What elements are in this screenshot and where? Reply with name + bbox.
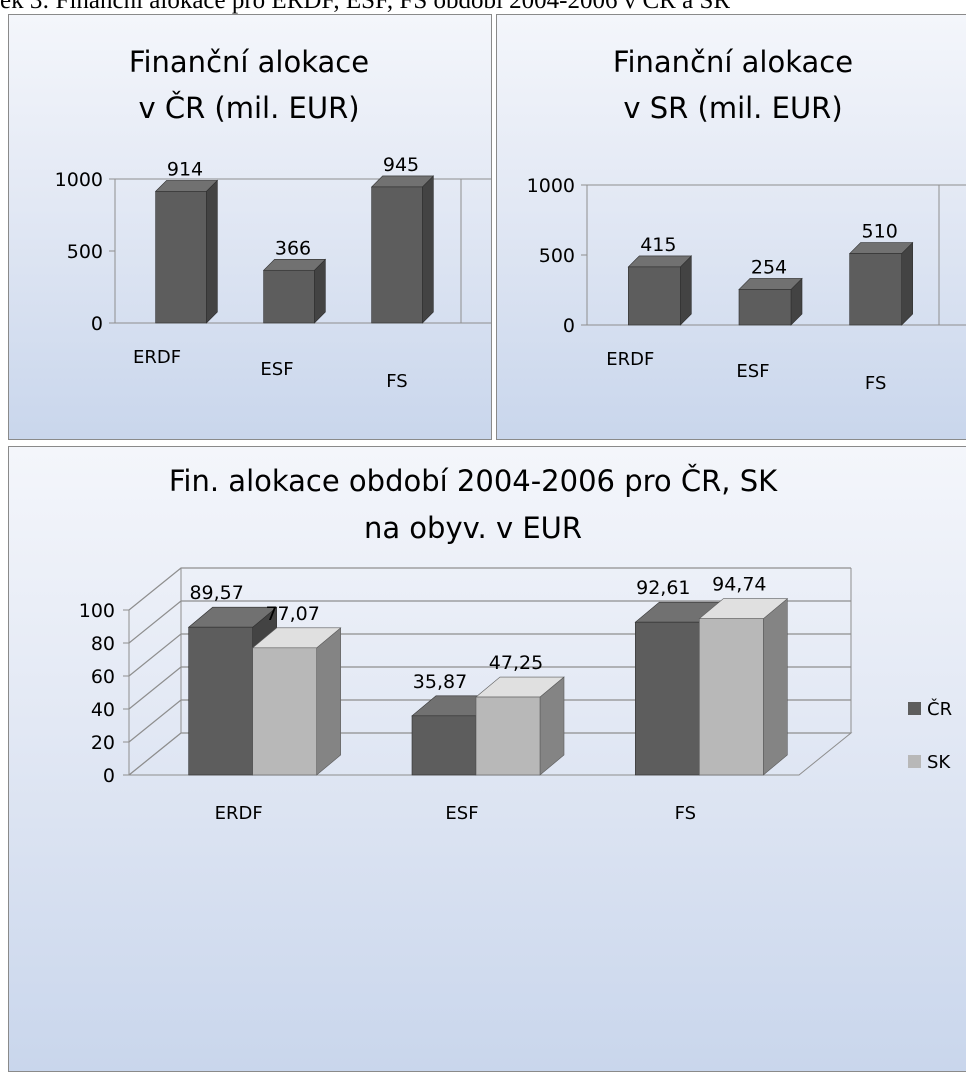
legend-swatch-sk — [908, 755, 921, 768]
chart-title-line-2: na obyv. v EUR — [364, 511, 582, 545]
y-tick-label: 20 — [91, 732, 115, 754]
bar-erdf-čr-front — [188, 626, 253, 776]
legend-label-čr: ČR — [927, 698, 952, 720]
bar-erdf-side — [206, 179, 218, 324]
bar-esf — [262, 258, 327, 324]
x-category-label: ESF — [445, 803, 478, 824]
chart-panel-sr: Finanční alokace v SR (mil. EUR) 0 500 1000 4… — [496, 14, 966, 440]
y-tick-label: 40 — [91, 699, 115, 721]
y-tick-label: 60 — [91, 666, 115, 688]
bar-esf-čr-front — [411, 715, 477, 776]
chart-title-line-1: Finanční alokace — [129, 45, 369, 79]
data-label-erdf-čr: 89,57 — [189, 582, 243, 604]
bar-fs-front — [849, 253, 902, 326]
bar-esf-sk-front — [475, 696, 541, 776]
back-wall — [938, 184, 966, 325]
y-tick-label: 0 — [563, 315, 575, 337]
chart-title-line-1: Fin. alokace období 2004-2006 pro ČR, SK — [169, 464, 778, 498]
x-category-label: ERDF — [606, 349, 654, 370]
bar-fs-side — [901, 241, 913, 326]
bar-esf-front — [738, 289, 792, 326]
y-tick-label: 0 — [91, 313, 103, 335]
bar-fs — [370, 175, 435, 324]
data-label-esf-čr: 35,87 — [413, 671, 467, 693]
x-category-label: FS — [865, 373, 886, 394]
bar-erdf — [154, 179, 219, 324]
data-label-erdf: 415 — [640, 234, 676, 256]
y-tick-label: 1000 — [527, 175, 575, 197]
data-label-esf: 254 — [751, 256, 787, 278]
bar-fs-front — [371, 186, 423, 324]
data-label-esf-sk: 47,25 — [489, 652, 543, 674]
x-category-label: ERDF — [215, 803, 263, 824]
bar-erdf-front — [628, 266, 681, 326]
data-label-fs: 945 — [383, 154, 419, 176]
y-tick-label: 500 — [539, 245, 575, 267]
bar-erdf-sk — [251, 627, 342, 776]
legend-swatch-čr — [908, 702, 921, 715]
chart-panel-per-capita: Fin. alokace období 2004-2006 pro ČR, SK… — [8, 446, 966, 1072]
bar-esf-top — [262, 258, 327, 271]
x-category-label: FS — [386, 371, 407, 392]
bar-erdf — [627, 255, 693, 326]
chart-title-line-2: v SR (mil. EUR) — [623, 91, 842, 125]
chart-panel-cr: Finanční alokace v ČR (mil. EUR) 0 500 1000 9… — [8, 14, 492, 440]
bar-esf-sk — [475, 676, 565, 776]
back-wall — [460, 178, 491, 323]
chart-per-capita-allocation: Fin. alokace období 2004-2006 pro ČR, SK… — [79, 464, 952, 824]
bar-erdf-front — [155, 191, 207, 324]
bar-erdf-side — [680, 255, 692, 326]
legend-label-sk: SK — [927, 752, 951, 773]
bar-fs-sk-side — [763, 598, 788, 776]
bar-fs-sk — [698, 598, 789, 776]
x-category-label: ESF — [260, 359, 293, 380]
bar-erdf-sk-front — [252, 647, 317, 776]
chart-sr-allocation: Finanční alokace v SR (mil. EUR) 0 500 1000 4… — [527, 45, 966, 394]
x-category-label: FS — [675, 803, 696, 824]
data-label-fs-čr: 92,61 — [636, 577, 690, 599]
bar-erdf-sk-side — [316, 627, 341, 776]
bar-esf-front — [263, 269, 315, 324]
bar-fs-čr-front — [635, 621, 700, 776]
chart-cr-allocation: Finanční alokace v ČR (mil. EUR) 0 500 1000 9… — [55, 45, 491, 392]
bar-esf — [738, 277, 803, 326]
y-tick-label: 500 — [67, 241, 103, 263]
data-label-fs: 510 — [862, 221, 898, 243]
bar-fs-sk-front — [699, 618, 764, 776]
y-tick-label: 1000 — [55, 169, 103, 191]
data-label-fs-sk: 94,74 — [712, 574, 766, 596]
bar-fs-top — [848, 242, 914, 254]
bar-fs — [848, 241, 914, 326]
bar-esf-top — [738, 278, 803, 290]
x-category-label: ESF — [736, 361, 769, 382]
data-label-erdf-sk: 77,07 — [265, 603, 319, 625]
chart-title-line-2: v ČR (mil. EUR) — [138, 91, 359, 125]
bar-erdf-top — [627, 255, 693, 268]
chart-title-line-1: Finanční alokace — [613, 45, 853, 79]
bar-erdf-top — [154, 180, 219, 192]
y-tick-label: 0 — [103, 765, 115, 787]
bar-fs-top — [370, 175, 435, 188]
figure-caption: ek 3: Finanční alokace pro ERDF, ESF, FS… — [0, 0, 731, 14]
x-category-label: ERDF — [133, 347, 181, 368]
data-label-erdf: 914 — [167, 158, 203, 180]
y-tick-label: 100 — [79, 600, 115, 622]
data-label-esf: 366 — [275, 237, 311, 259]
y-tick-label: 80 — [91, 633, 115, 655]
bar-fs-side — [422, 175, 434, 324]
